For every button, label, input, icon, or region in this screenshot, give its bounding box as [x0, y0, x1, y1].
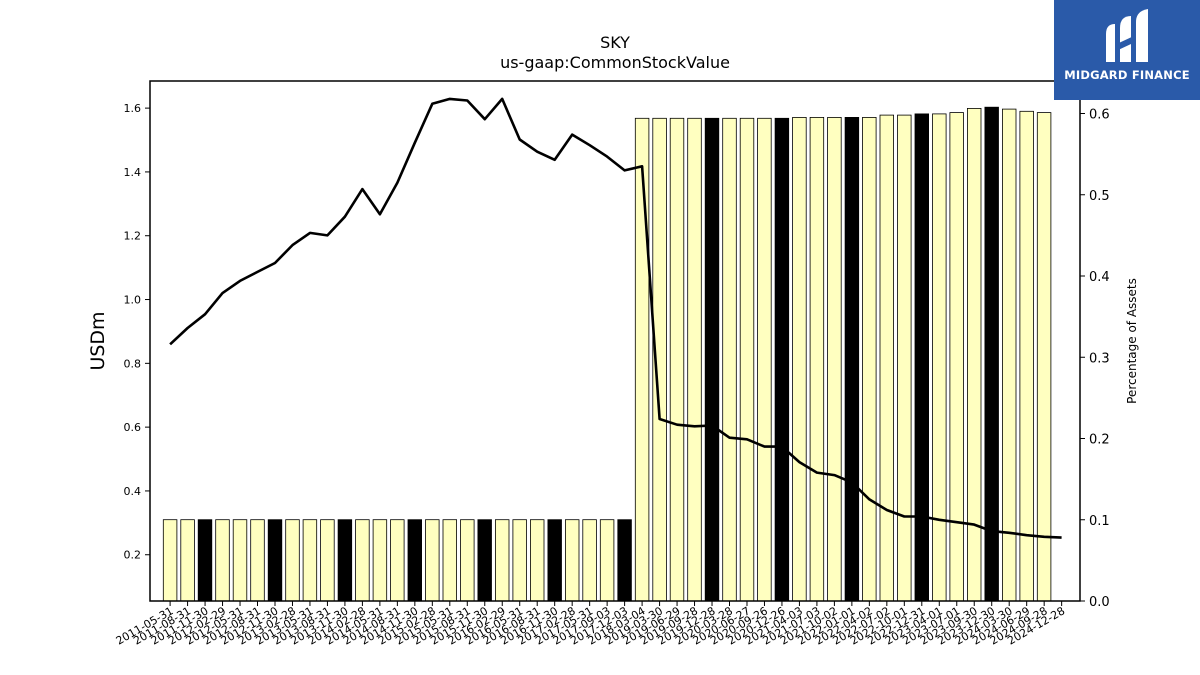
bar — [792, 117, 807, 602]
bar — [355, 519, 370, 602]
y-tick-label: 1.6 — [124, 102, 142, 115]
bar — [565, 519, 580, 602]
chart-title: SKY — [600, 33, 630, 52]
bar — [267, 519, 283, 602]
bar — [774, 117, 790, 602]
bar — [949, 112, 964, 602]
bar — [337, 519, 353, 602]
bar — [862, 117, 877, 602]
bar — [599, 519, 615, 602]
y-tick-label: 0.4 — [124, 485, 142, 498]
bar — [984, 106, 999, 602]
bar — [932, 113, 947, 602]
bar — [897, 114, 912, 602]
line-layer — [169, 97, 1062, 539]
bar — [302, 519, 318, 602]
bar — [407, 519, 423, 602]
bar — [215, 519, 230, 602]
bar — [180, 519, 195, 602]
brand-logo: MIDGARD FINANCE — [1054, 0, 1200, 100]
bar — [1036, 112, 1052, 602]
bar — [739, 117, 755, 602]
bar — [197, 519, 213, 602]
y-tick-label: 0.8 — [124, 357, 142, 370]
bar — [530, 519, 545, 602]
y-tick-label: 1.2 — [124, 230, 142, 243]
bar — [477, 519, 492, 602]
y2-tick-label: 0.2 — [1089, 433, 1110, 448]
bar — [232, 519, 248, 602]
y2-tick-label: 0.1 — [1089, 514, 1110, 529]
y2-tick-label: 0.6 — [1089, 108, 1110, 123]
bar — [722, 117, 737, 602]
bar — [372, 519, 388, 602]
y2-axis-label: Percentage of Assets — [1125, 278, 1139, 404]
bar — [285, 519, 300, 602]
y-axis-label: USDm — [87, 311, 109, 370]
bar — [1019, 110, 1034, 602]
bar — [844, 117, 860, 602]
bar — [250, 519, 265, 602]
bar — [809, 117, 825, 602]
bar — [320, 519, 335, 602]
axes-layer: 0.2 0.4 0.6 0.8 1.0 1.2 1.4 1.6 0.0 0.1 0.2 0.3 0.4 0… — [114, 80, 1110, 648]
bar — [425, 519, 440, 602]
logo-icon — [1106, 9, 1148, 62]
brand-name: MIDGARD FINANCE — [1064, 68, 1190, 82]
bar — [617, 519, 632, 602]
plot-frame — [149, 80, 1081, 602]
y2-tick-label: 0.0 — [1089, 595, 1110, 610]
chart-subtitle: us-gaap:CommonStockValue — [500, 53, 730, 72]
y2-tick-label: 0.4 — [1089, 270, 1110, 285]
bar — [162, 519, 178, 602]
bar — [494, 519, 510, 602]
y2-tick-label: 0.5 — [1089, 189, 1110, 204]
bar — [547, 519, 562, 602]
bar — [687, 117, 702, 602]
bar — [390, 519, 405, 602]
y-tick-label: 0.2 — [124, 549, 142, 562]
bar — [827, 117, 842, 602]
y-tick-label: 0.6 — [124, 421, 142, 434]
bar — [1002, 108, 1017, 602]
bars-layer — [162, 106, 1052, 602]
bar — [442, 519, 458, 602]
y-tick-label: 1.0 — [124, 294, 142, 307]
bar — [582, 519, 597, 602]
bar — [879, 114, 895, 602]
bar — [914, 113, 930, 602]
series-line — [169, 97, 1062, 539]
bar — [460, 519, 475, 602]
bar — [669, 117, 685, 602]
y-tick-label: 1.4 — [124, 166, 142, 179]
bar — [757, 117, 772, 602]
bar — [512, 519, 527, 602]
y2-tick-label: 0.3 — [1089, 351, 1110, 366]
bar — [634, 117, 650, 602]
bar — [704, 117, 720, 602]
